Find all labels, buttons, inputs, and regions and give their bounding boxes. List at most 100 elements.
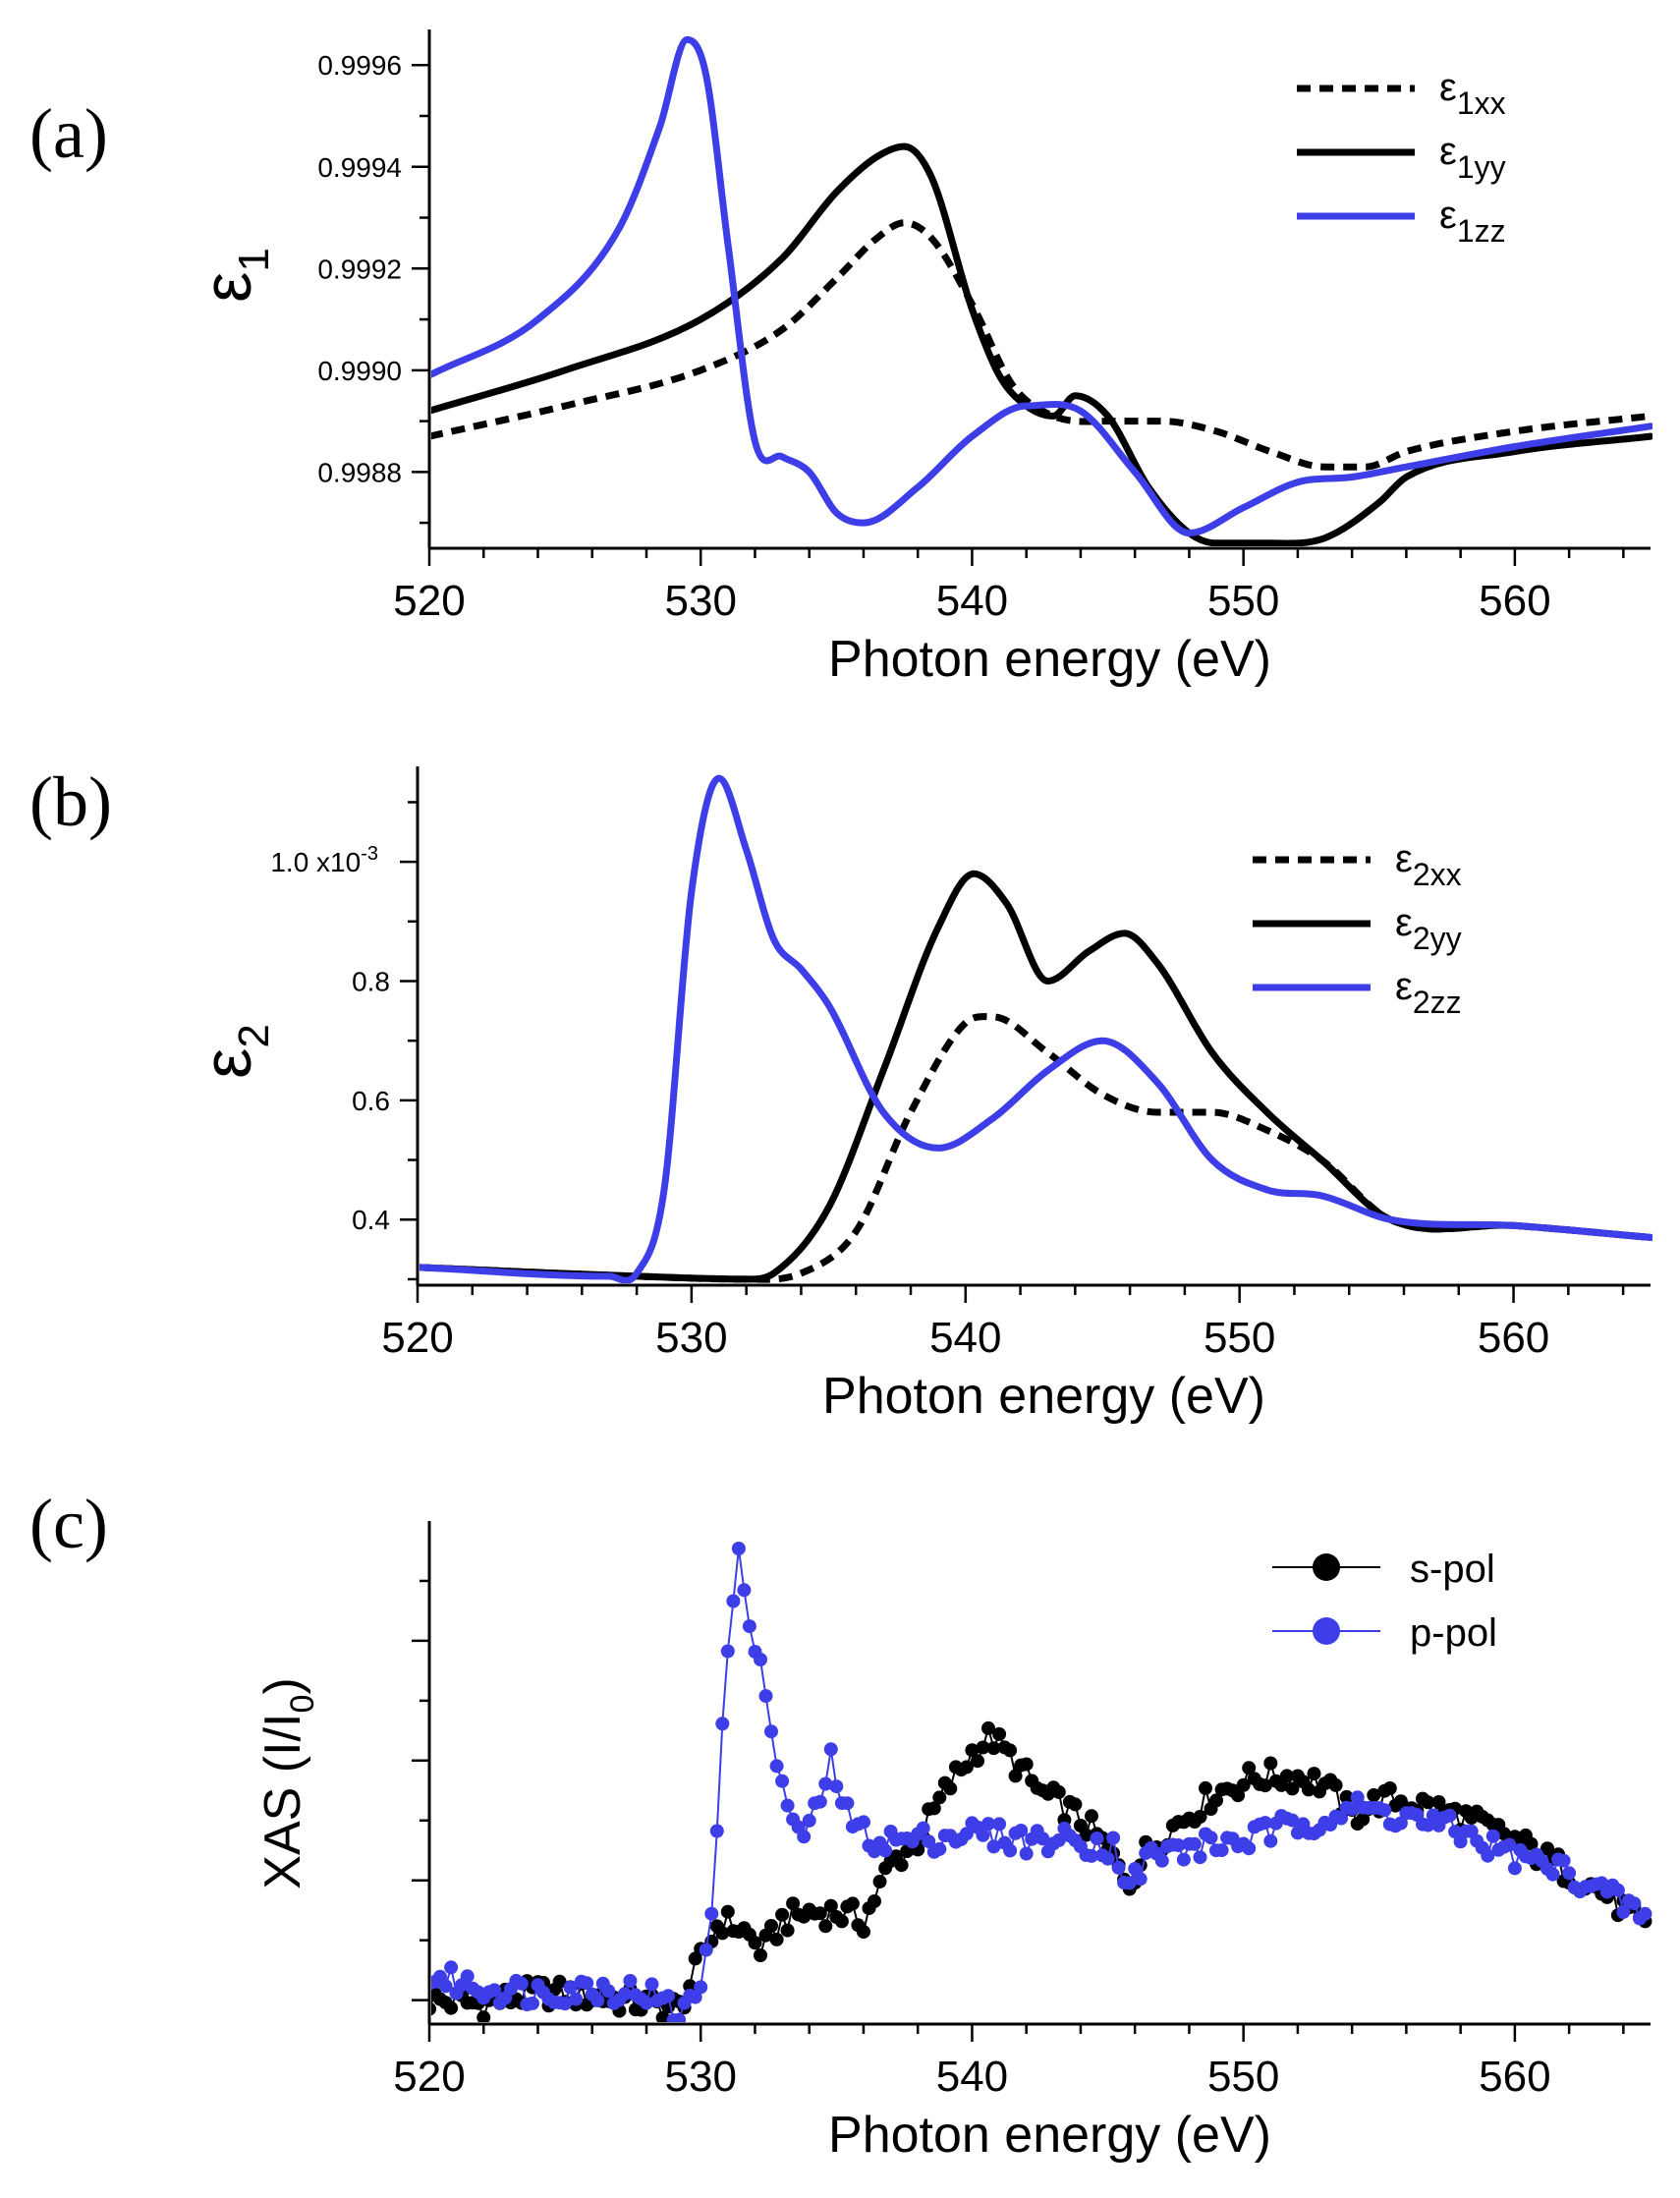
series-marker-p-pol <box>590 1994 605 2007</box>
series-marker-p-pol <box>802 1813 816 1828</box>
series-line-ε1yy <box>431 142 1652 546</box>
series-marker-s-pol <box>1003 1743 1018 1758</box>
series-marker-p-pol <box>1204 1831 1218 1845</box>
x-tick-label: 530 <box>665 2053 737 2101</box>
series-marker-s-pol <box>932 1790 947 1805</box>
series-marker-s-pol <box>959 1760 974 1775</box>
series-marker-s-pol <box>976 1740 990 1755</box>
series-marker-p-pol <box>661 1989 676 2003</box>
series-marker-p-pol <box>754 1653 767 1666</box>
series-marker-p-pol <box>444 1960 459 1975</box>
series-marker-p-pol <box>1610 1883 1625 1897</box>
series-marker-p-pol <box>694 1980 708 1995</box>
series-marker-p-pol <box>878 1843 893 1858</box>
series-marker-s-pol <box>981 1720 995 1735</box>
series-marker-p-pol <box>1193 1850 1207 1865</box>
series-marker-p-pol <box>922 1834 936 1849</box>
panel-label: (b) <box>29 762 112 841</box>
series-marker-p-pol <box>829 1779 844 1794</box>
series-marker-p-pol <box>1442 1808 1457 1823</box>
series-marker-p-pol <box>1051 1832 1066 1847</box>
series-marker-s-pol <box>1285 1781 1300 1796</box>
series-marker-s-pol <box>1019 1757 1034 1772</box>
series-marker-p-pol <box>1106 1831 1121 1845</box>
series-marker-p-pol <box>569 1992 584 2006</box>
y-tick-value: 0.9990 <box>317 356 402 386</box>
series-marker-s-pol <box>1051 1784 1066 1799</box>
legend-subscript: 2yy <box>1413 921 1462 956</box>
series-marker-s-pol <box>1263 1756 1278 1771</box>
series-marker-s-pol <box>986 1741 1001 1756</box>
legend-label-ε2yy: ε2yy <box>1395 901 1462 956</box>
series-marker-s-pol <box>943 1781 958 1796</box>
series-marker-p-pol <box>1019 1846 1034 1861</box>
series-marker-p-pol <box>737 1583 752 1598</box>
series-marker-p-pol <box>1100 1851 1115 1866</box>
series-marker-p-pol <box>976 1828 990 1842</box>
series-marker-s-pol <box>1008 1769 1023 1783</box>
series-marker-p-pol <box>1556 1853 1571 1868</box>
series-marker-s-pol <box>780 1923 795 1938</box>
series-marker-p-pol <box>1545 1867 1560 1882</box>
series-marker-p-pol <box>1481 1848 1495 1863</box>
series-marker-s-pol <box>748 1936 762 1950</box>
series-marker-p-pol <box>563 1980 578 1995</box>
legend-symbol: ε <box>1395 837 1413 880</box>
series-marker-p-pol <box>764 1724 778 1739</box>
legend-label-ε1xx: ε1xx <box>1439 66 1506 121</box>
x-tick-label: 540 <box>929 1314 1001 1362</box>
series-marker-s-pol <box>845 1896 860 1911</box>
series-marker-s-pol <box>1085 1809 1098 1824</box>
series-marker-p-pol <box>1242 1841 1257 1856</box>
legend-label-s-pol: s-pol <box>1410 1548 1495 1591</box>
legend-subscript: 2xx <box>1413 857 1462 892</box>
series-marker-s-pol <box>926 1801 941 1816</box>
y-axis-title: ε2 <box>189 1024 278 1079</box>
series-marker-p-pol <box>1128 1862 1143 1876</box>
y-axis-title-subscript: 0 <box>284 1695 321 1714</box>
series-marker-p-pol <box>1187 1836 1202 1851</box>
series-marker-s-pol <box>1339 1789 1354 1804</box>
series-marker-p-pol <box>715 1717 730 1731</box>
y-axis-title-subscript: 1 <box>230 248 278 271</box>
series-marker-s-pol <box>1540 1841 1554 1856</box>
series-marker-p-pol <box>1003 1843 1018 1858</box>
legend-symbol: ε <box>1395 901 1413 944</box>
series-marker-s-pol <box>655 2010 670 2022</box>
series-marker-p-pol <box>704 1906 719 1921</box>
legend-symbol: ε <box>1439 130 1457 173</box>
y-tick-label: 0.4 <box>352 1205 390 1235</box>
series-marker-s-pol <box>1209 1793 1223 1808</box>
series-marker-s-pol <box>715 1926 730 1941</box>
series-marker-s-pol <box>476 2010 491 2022</box>
series-marker-p-pol <box>959 1827 974 1841</box>
series-marker-p-pol <box>1176 1852 1191 1867</box>
series-marker-p-pol <box>1627 1896 1642 1911</box>
x-tick-label: 540 <box>936 577 1008 625</box>
series-marker-p-pol <box>1485 1829 1500 1843</box>
y-axis-title: ε1 <box>189 248 278 303</box>
legend-label-ε1yy: ε1yy <box>1439 130 1506 185</box>
legend-symbol: ε <box>1439 194 1457 237</box>
series-marker-p-pol <box>932 1841 947 1856</box>
series-marker-p-pol <box>623 1974 638 1988</box>
series-marker-p-pol <box>1334 1811 1349 1826</box>
y-tick-label: 0.9990 <box>317 356 402 386</box>
panel-label: (c) <box>29 1485 108 1563</box>
panel-label: (a) <box>29 94 108 173</box>
plot-area <box>420 774 1652 1283</box>
legend-symbol: ε <box>1439 66 1457 109</box>
series-marker-s-pol <box>1524 1836 1539 1851</box>
series-marker-s-pol <box>823 1898 838 1913</box>
series-marker-s-pol <box>1231 1788 1246 1803</box>
series-marker-p-pol <box>558 1997 573 2011</box>
legend-subscript: 2zz <box>1413 985 1462 1020</box>
x-tick-label: 520 <box>393 2053 465 2101</box>
series-marker-s-pol <box>1199 1780 1212 1795</box>
y-tick-value: 0.9988 <box>317 457 402 487</box>
series-line-ε1xx <box>431 219 1652 471</box>
y-tick-label: 0.9992 <box>317 254 402 284</box>
series-marker-p-pol <box>1263 1833 1278 1848</box>
series-marker-s-pol <box>683 1979 698 1994</box>
series-marker-p-pol <box>709 1824 724 1838</box>
